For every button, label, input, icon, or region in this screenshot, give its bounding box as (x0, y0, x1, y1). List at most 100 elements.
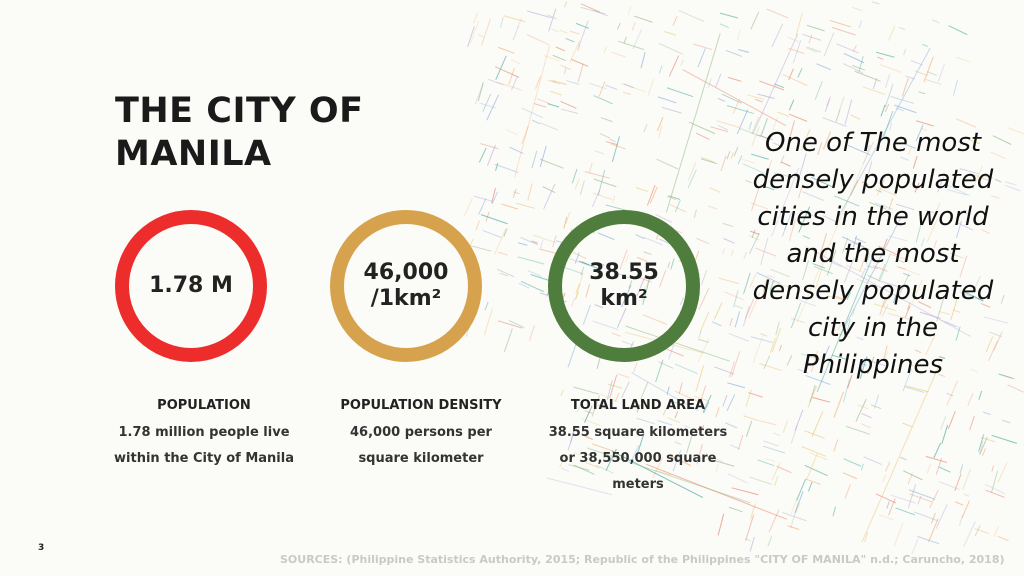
street-line (984, 483, 1006, 495)
street-line (963, 493, 970, 497)
density-quote: One of The most densely populated cities… (752, 128, 994, 380)
street-line (850, 180, 859, 196)
street-line (577, 63, 584, 83)
street-line (540, 239, 544, 249)
street-line (517, 256, 545, 265)
street-line (663, 347, 684, 357)
street-line (505, 128, 518, 136)
street-line (938, 373, 946, 377)
street-line (834, 47, 931, 224)
street-line (503, 328, 513, 352)
street-line (981, 448, 986, 456)
street-line (567, 340, 578, 368)
street-line (757, 93, 775, 99)
street-line (668, 55, 680, 77)
land-area-description: 38.55 square kilometers or 38,550,000 sq… (548, 425, 728, 492)
street-line (852, 45, 857, 53)
street-line (510, 59, 521, 65)
street-line (605, 204, 627, 211)
street-line (794, 491, 804, 514)
street-line (899, 456, 907, 461)
street-line (741, 158, 756, 164)
street-line (699, 311, 710, 333)
street-line (467, 26, 475, 48)
street-line (749, 273, 757, 288)
street-line (618, 40, 645, 51)
street-line (827, 295, 844, 301)
street-line (882, 294, 890, 307)
street-line (991, 434, 1017, 444)
street-line (844, 99, 853, 125)
street-line (698, 288, 710, 310)
street-line (876, 51, 895, 58)
slide-number: 3 (38, 543, 45, 553)
street-line (980, 436, 996, 443)
street-line (883, 351, 889, 362)
street-line (734, 305, 744, 309)
street-line (668, 195, 681, 200)
street-line (495, 55, 507, 81)
street-line (947, 189, 967, 196)
street-line (884, 73, 891, 89)
street-line (900, 156, 910, 161)
street-line (531, 240, 538, 244)
street-line (802, 33, 822, 41)
street-line (911, 538, 919, 555)
street-line (886, 500, 890, 509)
street-line (906, 302, 911, 311)
street-line (959, 464, 964, 474)
street-line (980, 174, 993, 179)
street-line (871, 1, 880, 5)
street-line (674, 390, 701, 403)
street-line (727, 76, 742, 82)
street-line (742, 163, 765, 174)
street-line (822, 117, 847, 127)
street-line (483, 308, 493, 336)
street-line (890, 253, 910, 261)
street-line (565, 211, 571, 225)
street-line (944, 183, 970, 197)
street-line (914, 70, 929, 77)
street-line (560, 100, 577, 109)
street-line (961, 500, 970, 519)
street-line (743, 415, 756, 421)
street-line (729, 317, 733, 327)
street-line (991, 465, 994, 472)
street-line (497, 46, 515, 54)
street-line (907, 484, 917, 509)
street-line (726, 105, 755, 115)
street-line (682, 69, 787, 127)
street-line (884, 103, 890, 113)
street-line (736, 109, 749, 135)
street-line (860, 463, 864, 471)
street-line (905, 385, 929, 393)
street-line (912, 155, 918, 169)
street-line (802, 260, 810, 281)
street-line (749, 476, 772, 485)
street-line (539, 292, 548, 296)
street-line (788, 99, 795, 111)
street-line (877, 56, 884, 60)
street-line (941, 424, 949, 444)
street-line (887, 235, 908, 242)
street-line (937, 177, 945, 193)
street-line (722, 395, 728, 407)
street-line (636, 433, 645, 456)
street-line (919, 311, 941, 319)
street-line (757, 459, 775, 467)
street-line (915, 124, 924, 142)
street-line (498, 251, 508, 256)
street-line (948, 25, 968, 36)
street-line (1000, 294, 1005, 304)
street-line (873, 202, 893, 210)
street-line (842, 472, 858, 480)
population-value: 1.78 M (149, 273, 233, 298)
street-line (923, 56, 934, 83)
street-line (824, 96, 831, 112)
street-line (715, 407, 720, 418)
street-line (693, 209, 697, 219)
street-line (973, 275, 981, 291)
street-line (970, 368, 978, 373)
street-line (944, 320, 959, 328)
sources-citation: SOURCES: (Philippine Statistics Authorit… (280, 553, 1005, 566)
